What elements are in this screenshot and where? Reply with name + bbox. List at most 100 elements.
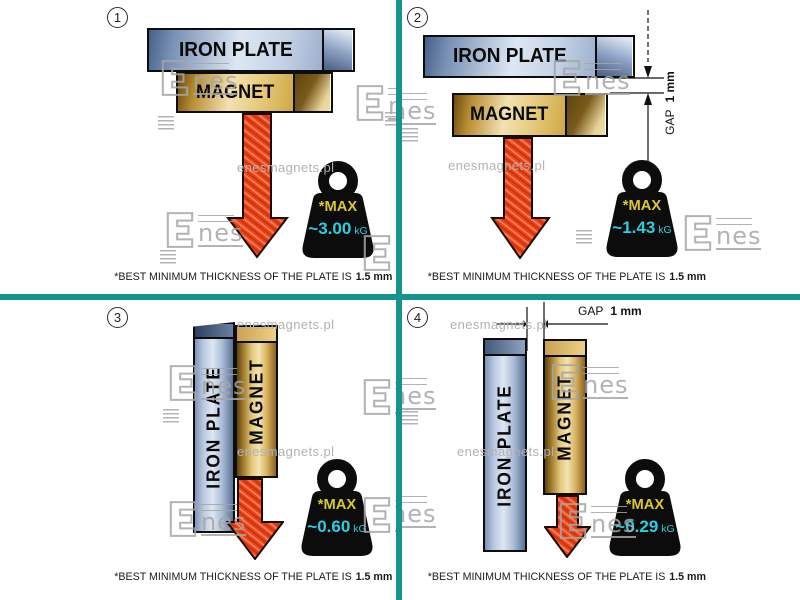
enes-e-icon	[356, 85, 384, 121]
weight-number: ~0.60	[307, 517, 351, 536]
enes-nes-text: nes	[201, 372, 247, 400]
iron-plate: IRON PLATE	[193, 322, 235, 533]
enes-nes-text: nes	[402, 384, 437, 410]
iron-plate-cap	[195, 324, 233, 339]
caption-bold: 1.5 mm	[669, 571, 707, 583]
enes-e-icon	[553, 60, 581, 96]
watermark-lines-icon	[576, 230, 592, 244]
weight-value: ~1.43 kG	[599, 218, 685, 238]
kettlebell-shape	[606, 160, 678, 257]
magnet-side	[565, 95, 605, 135]
enes-e-icon	[161, 60, 189, 96]
iron-plate-label: IRON PLATE	[453, 45, 567, 67]
enes-nes-text: nes	[583, 371, 629, 399]
enes-logo: nes	[402, 373, 437, 413]
enes-logo: nes	[362, 495, 397, 535]
watermark-lines-icon	[160, 250, 176, 264]
caption-bold: 1.5 mm	[669, 271, 707, 283]
magnet: MAGNET	[176, 72, 333, 113]
enes-nes-text: nes	[201, 508, 247, 536]
watermark-url: enesmagnets.pl	[450, 317, 548, 332]
watermark-url: enesmagnets.pl	[237, 317, 335, 332]
iron-plate-front: IRON PLATE	[149, 30, 322, 70]
enes-nes-text: nes	[402, 502, 437, 528]
quadrant-1: 1 IRON PLATE MAGNET *MAX ~3.00 kG	[0, 0, 397, 294]
enes-logo: nes	[168, 499, 247, 539]
weight-icon: *MAX ~3.00 kG	[295, 161, 381, 262]
enes-logo: nes	[160, 58, 239, 98]
caption-text: *BEST MINIMUM THICKNESS OF THE PLATE IS	[114, 571, 352, 583]
iron-plate-side	[322, 30, 352, 70]
divider-horizontal	[0, 294, 800, 300]
gap-value: 1 mm	[663, 71, 677, 103]
pull-force-arrow	[226, 478, 284, 560]
enes-e-icon	[551, 364, 579, 400]
iron-plate: IRON PLATE	[147, 28, 355, 72]
enes-nes-text: nes	[716, 222, 762, 250]
watermark-lines-icon	[163, 409, 179, 423]
iron-plate: IRON PLATE	[483, 338, 527, 552]
watermark-url: enesmagnets.pl	[237, 160, 335, 175]
iron-plate-front: IRON PLATE	[425, 37, 595, 76]
magnet-label: MAGNET	[246, 358, 266, 445]
magnet: MAGNET	[235, 325, 278, 478]
quadrant-number: 2	[407, 7, 428, 28]
enes-nes-text: nes	[198, 219, 244, 247]
gap-label: GAP 1 mm	[663, 63, 677, 143]
caption: *BEST MINIMUM THICKNESS OF THE PLATE IS 1…	[114, 271, 392, 283]
weight-number: ~1.43	[612, 218, 656, 237]
pull-force-arrow	[490, 137, 551, 259]
watermark-url: enesmagnets.pl	[237, 444, 335, 459]
enes-logo: nes	[552, 58, 631, 98]
magnet-front: MAGNET	[178, 74, 293, 111]
enes-logo: nes	[402, 491, 437, 531]
caption: *BEST MINIMUM THICKNESS OF THE PLATE IS 1…	[428, 271, 706, 283]
weight-unit: kG	[661, 523, 675, 535]
caption-bold: 1.5 mm	[355, 271, 393, 283]
iron-plate: IRON PLATE	[423, 35, 635, 78]
magnet-label: MAGNET	[196, 81, 275, 103]
watermark-lines-icon	[385, 112, 397, 126]
quadrant-number: 3	[107, 307, 128, 328]
kettlebell-shape	[302, 161, 374, 258]
gap-label: GAP 1 mm	[578, 304, 642, 318]
watermark-lines-icon	[402, 128, 418, 142]
enes-logo: nes	[683, 213, 762, 253]
weight-value: ~0.29 kG	[602, 517, 688, 537]
weight-unit: kG	[658, 224, 672, 236]
enes-logo: nes	[550, 362, 629, 402]
watermark-lines-icon	[158, 116, 174, 130]
weight-unit: kG	[354, 225, 368, 237]
enes-nes-text: nes	[193, 67, 239, 95]
quadrant-3: 3 IRON PLATE MAGNET *MAX ~0.60 kG *BEST M…	[0, 299, 397, 600]
enes-e-icon	[166, 212, 194, 248]
enes-logo: nes	[362, 377, 397, 417]
gap-dimension	[496, 302, 608, 351]
magnet-side	[293, 74, 330, 111]
quadrant-2: 2 IRON PLATE MAGNET GAP 1 mm	[402, 0, 800, 294]
max-label: *MAX	[625, 496, 665, 513]
divider-vertical	[396, 0, 402, 600]
enes-e-icon	[684, 215, 712, 251]
enes-e-icon	[363, 497, 391, 533]
magnet-cap	[545, 341, 585, 357]
enes-logo: nes	[168, 363, 247, 403]
iron-plate-label: IRON PLATE	[178, 38, 293, 61]
enes-nes-text: nes	[402, 99, 437, 125]
caption-bold: 1.5 mm	[355, 571, 393, 583]
enes-e-icon	[363, 235, 391, 271]
enes-e-icon	[169, 501, 197, 537]
enes-logo: nes	[402, 88, 437, 128]
enes-nes-text: nes	[585, 67, 631, 95]
magnet: MAGNET	[452, 93, 608, 137]
weight-value: ~0.60 kG	[294, 517, 380, 537]
enes-e-icon	[363, 379, 391, 415]
max-label: *MAX	[318, 198, 358, 215]
weight-icon: *MAX ~0.60 kG	[294, 459, 380, 560]
weight-icon: *MAX ~0.29 kG	[602, 459, 688, 560]
gap-text: GAP	[663, 109, 677, 135]
weight-unit: kG	[353, 523, 367, 535]
kettlebell-shape	[609, 459, 681, 556]
watermark-lines-icon	[402, 411, 418, 425]
